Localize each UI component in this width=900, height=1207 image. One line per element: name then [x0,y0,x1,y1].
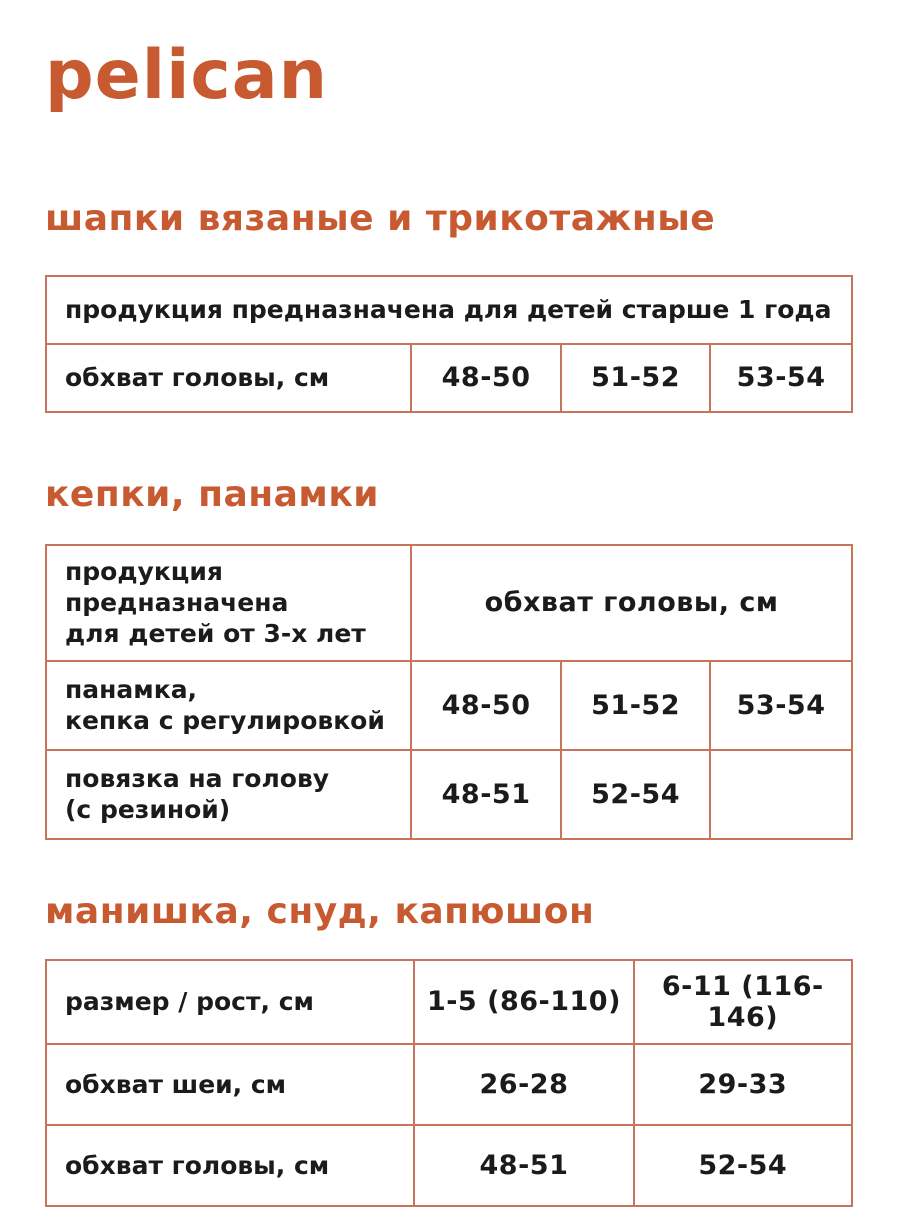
value-cell: 53-54 [709,342,853,413]
table-row: повязка на голову (с резиной) 48-51 52-54 [44,748,853,840]
value-cell: обхват головы, см [410,543,853,662]
value-cell: 52-54 [632,1123,854,1207]
value-cell: 51-52 [560,342,712,413]
row-label-cell: продукция предназначена для детей от 3-х… [44,543,413,662]
section-heading: шапки вязаные и трикотажные [45,198,716,240]
value-cell: 48-50 [410,659,563,751]
value-cell: 29-33 [632,1042,854,1126]
table-row: размер / рост, см 1-5 (86-110) 6-11 (116-1… [44,958,854,1045]
section-heading: кепки, панамки [45,473,380,515]
table-row: панамка, кепка с регулировкой 48-50 51-52 5… [44,659,853,751]
value-cell: 26-28 [413,1042,635,1126]
brand-logo: pelican [45,36,329,115]
value-cell: 6-11 (116-146) [632,958,854,1045]
value-cell: 48-50 [410,342,563,413]
value-cell: 53-54 [709,659,853,751]
value-cell: 52-54 [560,748,712,840]
value-cell [709,748,853,840]
page-header: pelican [45,36,853,115]
size-table: продукция предназначена для детей от 3-х… [44,543,853,840]
value-cell: 48-51 [410,748,563,840]
size-chart-section: манишка, снуд, капюшон размер / рост, см 1… [44,890,854,1207]
size-table: размер / рост, см 1-5 (86-110) 6-11 (116-1… [44,958,854,1207]
row-label-cell: повязка на голову (с резиной) [44,748,413,840]
table-row: продукция предназначена для детей старше… [45,274,853,345]
row-label-cell: обхват головы, см [44,342,413,413]
table-row: обхват головы, см 48-51 52-54 [44,1123,854,1207]
row-label-cell: обхват шеи, см [44,1042,416,1126]
size-chart-section: шапки вязаные и трикотажные продукция пре… [44,197,853,413]
table-row: обхват шеи, см 26-28 29-33 [44,1042,854,1126]
row-label-cell: размер / рост, см [44,958,416,1045]
size-chart-section: кепки, панамки продукция предназначена дл… [44,473,853,840]
row-label-cell: обхват головы, см [44,1123,416,1207]
section-heading: манишка, снуд, капюшон [45,890,595,932]
table-row: продукция предназначена для детей от 3-х… [44,543,853,662]
value-cell: 48-51 [413,1123,635,1207]
table-row: обхват головы, см 48-50 51-52 53-54 [44,342,853,413]
row-label-cell: панамка, кепка с регулировкой [44,659,413,751]
sections: шапки вязаные и трикотажные продукция пре… [44,197,854,1207]
size-table: продукция предназначена для детей старше… [44,274,853,413]
value-cell: 51-52 [560,659,712,751]
value-cell: 1-5 (86-110) [413,958,635,1045]
row-label-cell: продукция предназначена для детей старше… [45,274,853,345]
